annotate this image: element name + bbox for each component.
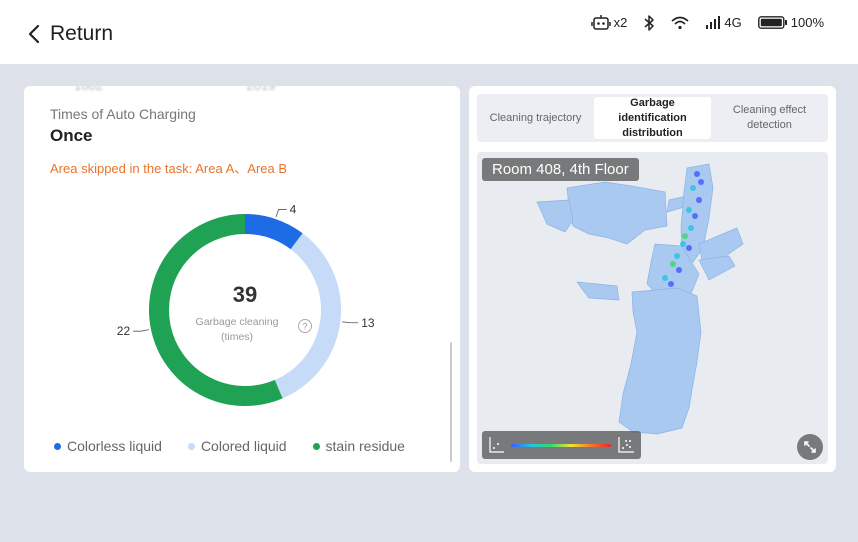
garbage-hotspot	[690, 185, 696, 191]
map-tabs: Cleaning trajectory Garbage identificati…	[477, 94, 828, 142]
donut-value-label-colorless: 4	[290, 202, 297, 216]
map-drawing	[536, 163, 744, 435]
robot-status: x2	[590, 14, 628, 31]
expand-button[interactable]	[797, 434, 823, 460]
garbage-hotspot	[686, 245, 692, 251]
heatmap-scale-graphic	[489, 437, 634, 453]
chart-legend: Colorless liquid Colored liquid stain re…	[54, 438, 405, 454]
auto-charging-label: Times of Auto Charging	[50, 106, 196, 122]
donut-leader-colored	[342, 321, 359, 324]
status-bar: x2 4G 100%	[590, 14, 824, 31]
top-bar: Return x2 4G 100%	[0, 0, 858, 64]
garbage-hotspot	[692, 213, 698, 219]
garbage-hotspot	[674, 253, 680, 259]
donut-total: 39	[233, 282, 257, 307]
garbage-hotspot	[676, 267, 682, 273]
bluetooth-icon	[644, 14, 655, 31]
wifi-icon	[671, 16, 689, 29]
donut-slice-colored	[274, 233, 341, 399]
donut-center-label-line1: Garbage cleaning	[196, 316, 279, 328]
battery-percent: 100%	[790, 15, 824, 30]
floor-map[interactable]: Room 408, 4th Floor	[477, 152, 828, 464]
garbage-hotspot	[686, 207, 692, 213]
legend-label-stain: stain residue	[325, 438, 405, 454]
skipped-areas-text: Area skipped in the task: Area A、Area B	[50, 161, 288, 176]
donut-value-label-colored: 13	[361, 316, 375, 330]
donut-center-label-line2: (times)	[221, 331, 253, 343]
faded-scrolled-text: 1002 2019	[74, 86, 275, 93]
legend-label-colored: Colored liquid	[200, 438, 287, 454]
map-panel: Cleaning trajectory Garbage identificati…	[469, 86, 836, 472]
task-stats-panel: 1002 2019 Times of Auto Charging Once Ar…	[24, 86, 460, 472]
svg-text:?: ?	[302, 322, 307, 332]
auto-charging-value: Once	[50, 126, 93, 145]
donut-slice-colorless	[244, 214, 303, 250]
donut-slice-stain	[149, 214, 283, 406]
garbage-hotspot	[662, 275, 668, 281]
legend-dot-colored	[187, 442, 195, 450]
garbage-hotspot	[688, 225, 694, 231]
page-title: Return	[50, 22, 114, 45]
legend-item-colorless: Colorless liquid	[54, 438, 162, 454]
garbage-hotspot	[694, 171, 700, 177]
battery-icon	[757, 16, 787, 29]
network-type: 4G	[724, 15, 742, 30]
tab-garbage-identification[interactable]: Garbage identification distribution	[594, 97, 711, 139]
garbage-hotspot	[696, 197, 702, 203]
expand-icon	[804, 441, 816, 453]
donut-value-label-stain: 22	[117, 324, 131, 338]
garbage-donut-chart: 4 13 22 39 Garbage cleaning (times) ?	[117, 202, 375, 406]
scatter-dense-icon	[618, 437, 634, 453]
network-status: 4G	[705, 15, 742, 30]
battery-status: 100%	[757, 15, 824, 30]
legend-dot-colorless	[54, 442, 61, 450]
tab-cleaning-trajectory[interactable]: Cleaning trajectory	[489, 111, 582, 124]
scatter-sparse-icon	[489, 437, 504, 453]
garbage-hotspot	[682, 233, 688, 239]
back-button[interactable]: Return	[28, 22, 113, 46]
garbage-hotspot	[670, 261, 676, 267]
garbage-hotspot	[680, 241, 686, 247]
robot-icon	[590, 15, 611, 30]
garbage-hotspot	[668, 281, 674, 287]
legend-dot-stain	[312, 442, 320, 450]
legend-item-stain: stain residue	[312, 438, 405, 454]
scrollbar[interactable]	[450, 342, 452, 462]
donut-leader-colorless	[275, 209, 287, 218]
help-icon[interactable]: ?	[298, 319, 312, 333]
legend-item-colored: Colored liquid	[187, 438, 287, 454]
donut-leader-stain	[133, 329, 150, 332]
robot-count: x2	[613, 15, 628, 30]
room-label: Room 408, 4th Floor	[482, 158, 639, 181]
signal-icon	[706, 16, 721, 29]
garbage-hotspot	[698, 179, 704, 185]
heatmap-scale	[482, 431, 641, 459]
legend-label-colorless: Colorless liquid	[67, 438, 162, 454]
chevron-left-icon	[28, 24, 40, 44]
tab-cleaning-effect[interactable]: Cleaning effect detection	[732, 104, 807, 131]
